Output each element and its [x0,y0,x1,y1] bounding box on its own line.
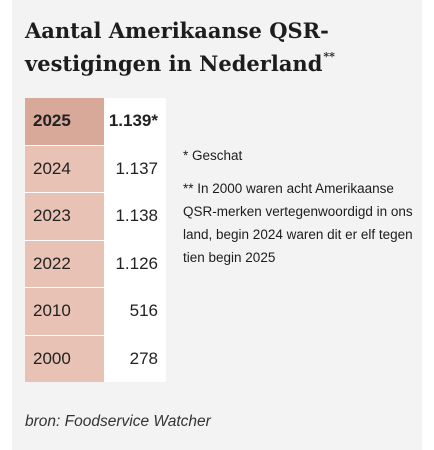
table-row: 2023 1.138 [25,193,166,241]
year-cell: 2000 [25,335,104,382]
table-row-header: 2025 1.139* [25,98,166,146]
table-row: 2010 516 [25,288,166,336]
value-cell: 516 [104,288,166,335]
source-credit: bron: Foodservice Watcher [25,413,211,430]
footnotes: * Geschat ** In 2000 waren acht Amerikaa… [183,144,418,269]
value-cell: 1.137 [104,145,166,192]
table-row: 2000 278 [25,335,166,382]
footnote-brands: ** In 2000 waren acht Amerikaanse QSR-me… [183,181,413,265]
title-text: Aantal Amerikaanse QSR-vestigingen in Ne… [25,18,329,76]
footnote-estimated: * Geschat [183,148,243,163]
year-cell: 2025 [25,98,104,145]
data-table: 2025 1.139* 2024 1.137 2023 1.138 2022 1… [25,98,166,382]
year-cell: 2023 [25,193,104,240]
table-row: 2022 1.126 [25,240,166,288]
title-footnote-mark: ** [323,50,335,63]
chart-card: Aantal Amerikaanse QSR-vestigingen in Ne… [12,0,422,450]
chart-title: Aantal Amerikaanse QSR-vestigingen in Ne… [25,14,415,80]
year-cell: 2022 [25,240,104,287]
table-row: 2024 1.137 [25,145,166,193]
year-cell: 2010 [25,288,104,335]
value-cell: 1.126 [104,240,166,287]
value-cell: 1.138 [104,193,166,240]
year-cell: 2024 [25,145,104,192]
value-cell: 278 [104,335,166,382]
value-cell: 1.139* [104,98,166,145]
